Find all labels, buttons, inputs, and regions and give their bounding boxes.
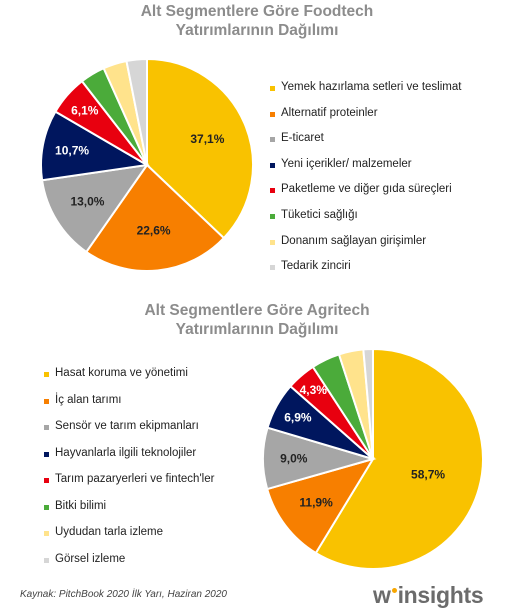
legend-swatch bbox=[44, 372, 49, 377]
legend-swatch bbox=[270, 162, 275, 168]
legend-swatch bbox=[44, 478, 49, 483]
legend-label: Tedarik zinciri bbox=[281, 260, 351, 273]
logo-text: insights bbox=[397, 582, 484, 608]
legend-swatch bbox=[270, 111, 275, 117]
data-label: 6,1% bbox=[71, 104, 99, 118]
data-label: 37,1% bbox=[190, 132, 224, 146]
chart-title-line: Alt Segmentlere Göre Agritech bbox=[144, 302, 370, 319]
data-label: 22,6% bbox=[137, 223, 171, 237]
data-label: 10,7% bbox=[55, 143, 89, 157]
chart-title-agritech: Alt Segmentlere Göre Agritech Yatırımlar… bbox=[0, 301, 514, 339]
pie-slice bbox=[84, 163, 226, 272]
legend-swatch bbox=[270, 213, 275, 219]
data-label: 11,9% bbox=[299, 495, 333, 509]
data-label: 6,9% bbox=[284, 410, 312, 424]
legend-label: Hayvanlarla ilgili teknolojiler bbox=[55, 446, 197, 459]
legend-swatch bbox=[44, 451, 49, 457]
legend-swatch bbox=[270, 239, 275, 245]
data-label: 9,0% bbox=[280, 452, 308, 466]
chart-title-foodtech: Alt Segmentlere Göre Foodtech Yatırımlar… bbox=[0, 2, 514, 40]
legend-label: E-ticaret bbox=[281, 132, 324, 145]
legend-swatch bbox=[44, 398, 49, 404]
legend-swatch bbox=[270, 265, 275, 271]
legend-swatch bbox=[44, 531, 49, 536]
pie-slice bbox=[40, 163, 150, 254]
legend-swatch bbox=[44, 425, 49, 430]
legend-swatch bbox=[44, 504, 49, 510]
data-label: 13,0% bbox=[70, 195, 104, 209]
pie-slice bbox=[125, 57, 148, 166]
pie-slice bbox=[314, 347, 484, 570]
legend-label: Sensör ve tarım ekipmanları bbox=[55, 420, 199, 432]
legend-label: Uydudan tarla izleme bbox=[55, 526, 164, 538]
legend-label: Yemek hazırlama setleri ve teslimat bbox=[281, 81, 462, 93]
pie-slice bbox=[362, 347, 374, 460]
legend-swatch bbox=[44, 557, 49, 563]
legend-label: Tarım pazaryerleri ve fintech'ler bbox=[55, 473, 215, 485]
legend-swatch bbox=[270, 86, 275, 91]
pie-0: 37,1% 22,6% 13,0% 10,7% 6,1% bbox=[40, 57, 254, 272]
chart-title-line: Yatırımlarının Dağılımı bbox=[175, 22, 339, 39]
chart-title-line: Yatırımlarının Dağılımı bbox=[175, 321, 339, 338]
legend-label: Alternatif proteinler bbox=[281, 106, 378, 119]
legend-label: Görsel izleme bbox=[55, 552, 126, 565]
legend-swatch bbox=[270, 137, 275, 143]
chart-title-line: Alt Segmentlere Göre Foodtech bbox=[140, 3, 374, 20]
pie-slice bbox=[146, 57, 254, 240]
legend-label: Hasat koruma ve yönetimi bbox=[55, 367, 188, 379]
data-label: 4,3% bbox=[300, 383, 328, 397]
logo-dot bbox=[391, 588, 397, 593]
pie-slice bbox=[40, 110, 150, 182]
pie-1: 58,7% 11,9% 9,0% 6,9% 4,3% bbox=[262, 347, 484, 570]
data-label: 58,7% bbox=[411, 467, 445, 481]
source-note: Kaynak: PitchBook 2020 İlk Yarı, Haziran… bbox=[20, 589, 227, 600]
legend-label: Donanım sağlayan girişimler bbox=[281, 234, 427, 247]
legend-label: Paketleme ve diğer gıda süreçleri bbox=[281, 183, 452, 196]
legend-label: Bitki bilimi bbox=[55, 499, 107, 512]
legend-label: İç alan tarımı bbox=[55, 393, 122, 406]
legend-swatch bbox=[270, 188, 275, 194]
logo-w: w bbox=[373, 582, 391, 608]
legend-label: Tüketici sağlığı bbox=[281, 208, 358, 221]
legend-label: Yeni içerikler/ malzemeler bbox=[281, 157, 412, 170]
winsights-logo: w insights bbox=[373, 582, 484, 609]
